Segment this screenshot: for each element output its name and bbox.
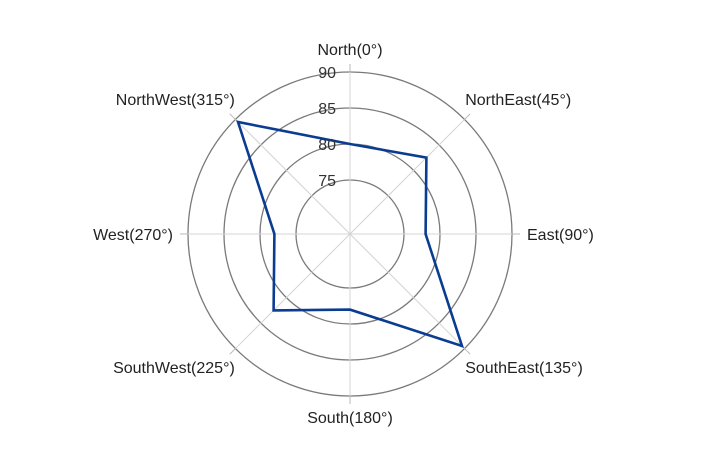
category-label-3: SouthEast(135°): [465, 360, 583, 377]
spoke-1: [349, 119, 465, 235]
category-label-7: NorthWest(315°): [116, 92, 235, 109]
spoke-7: [235, 119, 351, 235]
spoke-tick-3: [464, 348, 471, 355]
category-label-1: NorthEast(45°): [465, 92, 571, 109]
r-tick-label-0: 75: [318, 173, 336, 190]
r-tick-label-1: 80: [318, 137, 336, 154]
spoke-3: [349, 233, 465, 349]
r-tick-label-2: 85: [318, 101, 336, 118]
spoke-tick-5: [229, 348, 236, 355]
category-label-4: South(180°): [307, 410, 393, 427]
category-label-0: North(0°): [317, 42, 382, 59]
category-label-6: West(270°): [93, 227, 173, 244]
r-tick-label-3: 90: [318, 65, 336, 82]
spoke-tick-7: [229, 113, 236, 120]
category-label-2: East(90°): [527, 227, 594, 244]
category-label-5: SouthWest(225°): [113, 360, 235, 377]
spoke-5: [235, 233, 351, 349]
spoke-tick-1: [464, 113, 471, 120]
